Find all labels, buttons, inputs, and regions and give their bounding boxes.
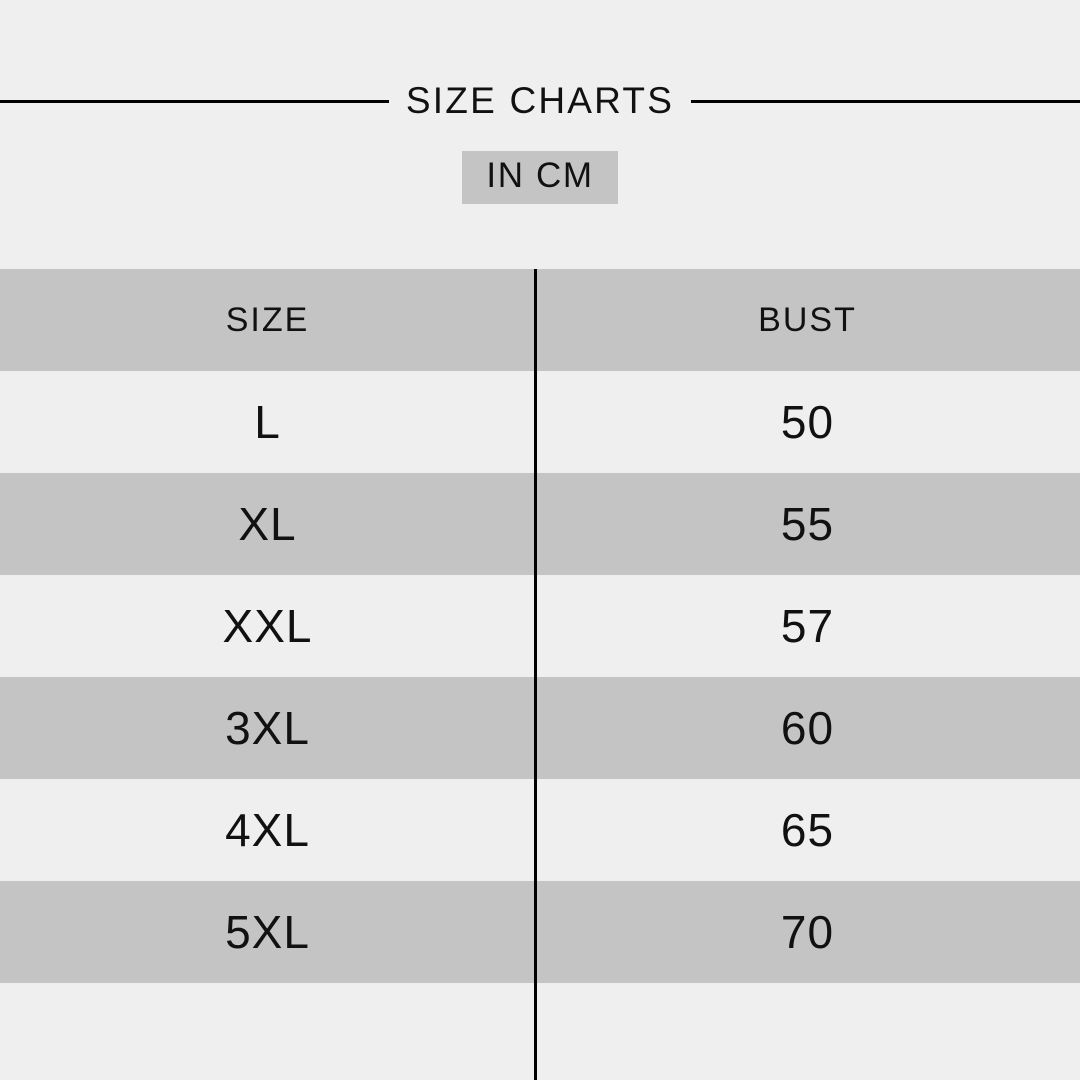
table-row: 5XL 70 [0,881,1080,983]
unit-badge: IN CM [462,151,618,204]
size-chart-table: SIZE BUST L 50 XL 55 XXL 57 3XL 60 4XL 6… [0,269,1080,983]
table-row: XL 55 [0,473,1080,575]
cell-bust: 65 [780,804,835,856]
table-header-row: SIZE BUST [0,269,1080,371]
column-header-bust: BUST [758,300,857,339]
cell-bust: 57 [780,600,835,652]
table-row: L 50 [0,371,1080,473]
cell-bust: 70 [780,906,835,958]
cell-size: 5XL [225,906,310,958]
title-rule-left [0,99,389,103]
table-row: 4XL 65 [0,779,1080,881]
cell-bust: 55 [780,498,835,550]
table-row: 3XL 60 [0,677,1080,779]
column-header-size: SIZE [225,300,310,339]
page-title: SIZE CHARTS [405,80,675,121]
title-rule-right [691,99,1080,103]
column-divider [534,269,537,1080]
cell-size: XXL [222,600,313,652]
cell-size: 3XL [225,702,310,754]
cell-size: 4XL [225,804,310,856]
cell-size: L [254,396,281,448]
cell-bust: 60 [780,702,835,754]
cell-size: XL [238,498,297,550]
unit-badge-wrap: IN CM [0,151,1080,204]
table-row: XXL 57 [0,575,1080,677]
cell-bust: 50 [780,396,835,448]
page-title-row: SIZE CHARTS [0,78,1080,124]
